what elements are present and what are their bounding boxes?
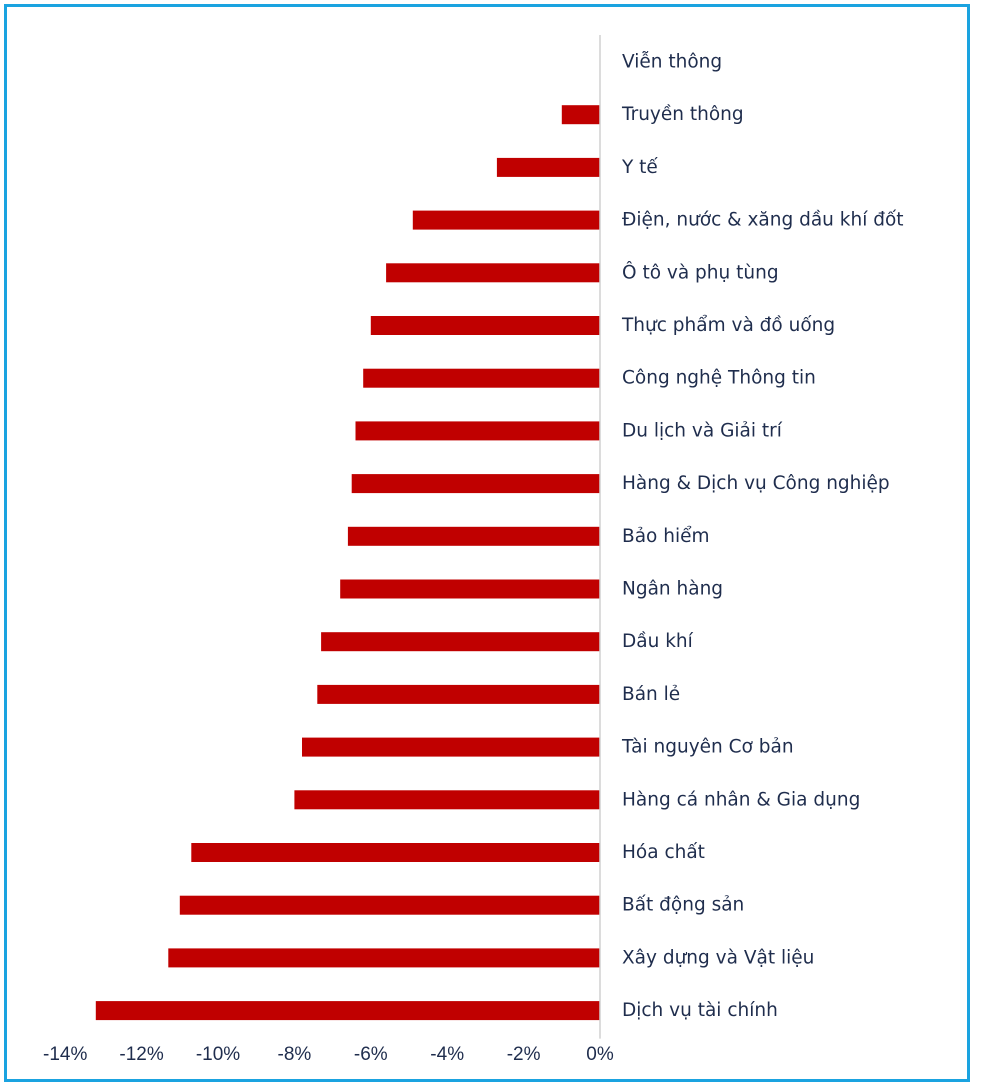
category-label: Ô tô và phụ tùng: [622, 261, 779, 283]
bar: [95, 1001, 601, 1021]
category-label: Bảo hiểm: [622, 526, 710, 547]
bar: [363, 368, 600, 388]
category-label: Viễn thông: [622, 52, 722, 73]
x-tick-label: -4%: [430, 1044, 464, 1065]
bar: [386, 263, 600, 283]
category-label: Thực phẩm và đồ uống: [621, 315, 835, 336]
category-label: Xây dựng và Vật liệu: [622, 947, 814, 968]
bar: [340, 579, 600, 599]
bar: [294, 790, 600, 810]
bar: [355, 421, 600, 441]
category-labels: Viễn thông Truyền thông Y tế Điện, nước & x…: [621, 52, 904, 1022]
category-label: Tài nguyên Cơ bản: [621, 737, 794, 758]
category-label: Dịch vụ tài chính: [622, 1000, 778, 1021]
bar: [191, 843, 601, 862]
x-tick-label: -10%: [196, 1044, 240, 1065]
bar: [317, 684, 600, 704]
x-tick-label: -8%: [278, 1044, 312, 1065]
bar: [179, 895, 601, 915]
category-label: Bán lẻ: [622, 684, 680, 705]
bar: [370, 316, 600, 335]
category-label: Ngân hàng: [622, 579, 723, 600]
bars-group: [95, 105, 601, 1021]
bar: [496, 157, 600, 177]
x-axis-tick-labels: -14% -12% -10% -8% -6% -4% -2% 0%: [43, 1044, 614, 1065]
category-label: Bất động sản: [622, 895, 744, 916]
x-tick-label: -12%: [119, 1044, 163, 1065]
category-label: Hàng & Dịch vụ Công nghiệp: [622, 473, 890, 494]
bar: [168, 948, 601, 968]
bar: [561, 105, 600, 125]
x-tick-label: -14%: [43, 1044, 87, 1065]
bar: [321, 632, 600, 652]
bar: [347, 526, 600, 546]
bar: [351, 474, 600, 494]
category-label: Hàng cá nhân & Gia dụng: [622, 789, 860, 810]
category-label: Y tế: [621, 157, 658, 178]
chart-frame: Viễn thông Truyền thông Y tế Điện, nước & x…: [4, 4, 970, 1082]
category-label: Hóa chất: [622, 842, 705, 863]
category-label: Điện, nước & xăng dầu khí đốt: [622, 210, 904, 231]
bar: [412, 210, 600, 230]
bar-chart: Viễn thông Truyền thông Y tế Điện, nước & x…: [43, 35, 904, 1065]
category-label: Dầu khí: [622, 631, 694, 652]
x-tick-label: -2%: [507, 1044, 541, 1065]
bar: [302, 737, 600, 757]
x-tick-label: 0%: [586, 1044, 614, 1065]
category-label: Công nghệ Thông tin: [622, 368, 816, 389]
category-label: Truyền thông: [621, 104, 744, 125]
x-tick-label: -6%: [354, 1044, 388, 1065]
category-label: Du lịch và Giải trí: [622, 420, 783, 441]
